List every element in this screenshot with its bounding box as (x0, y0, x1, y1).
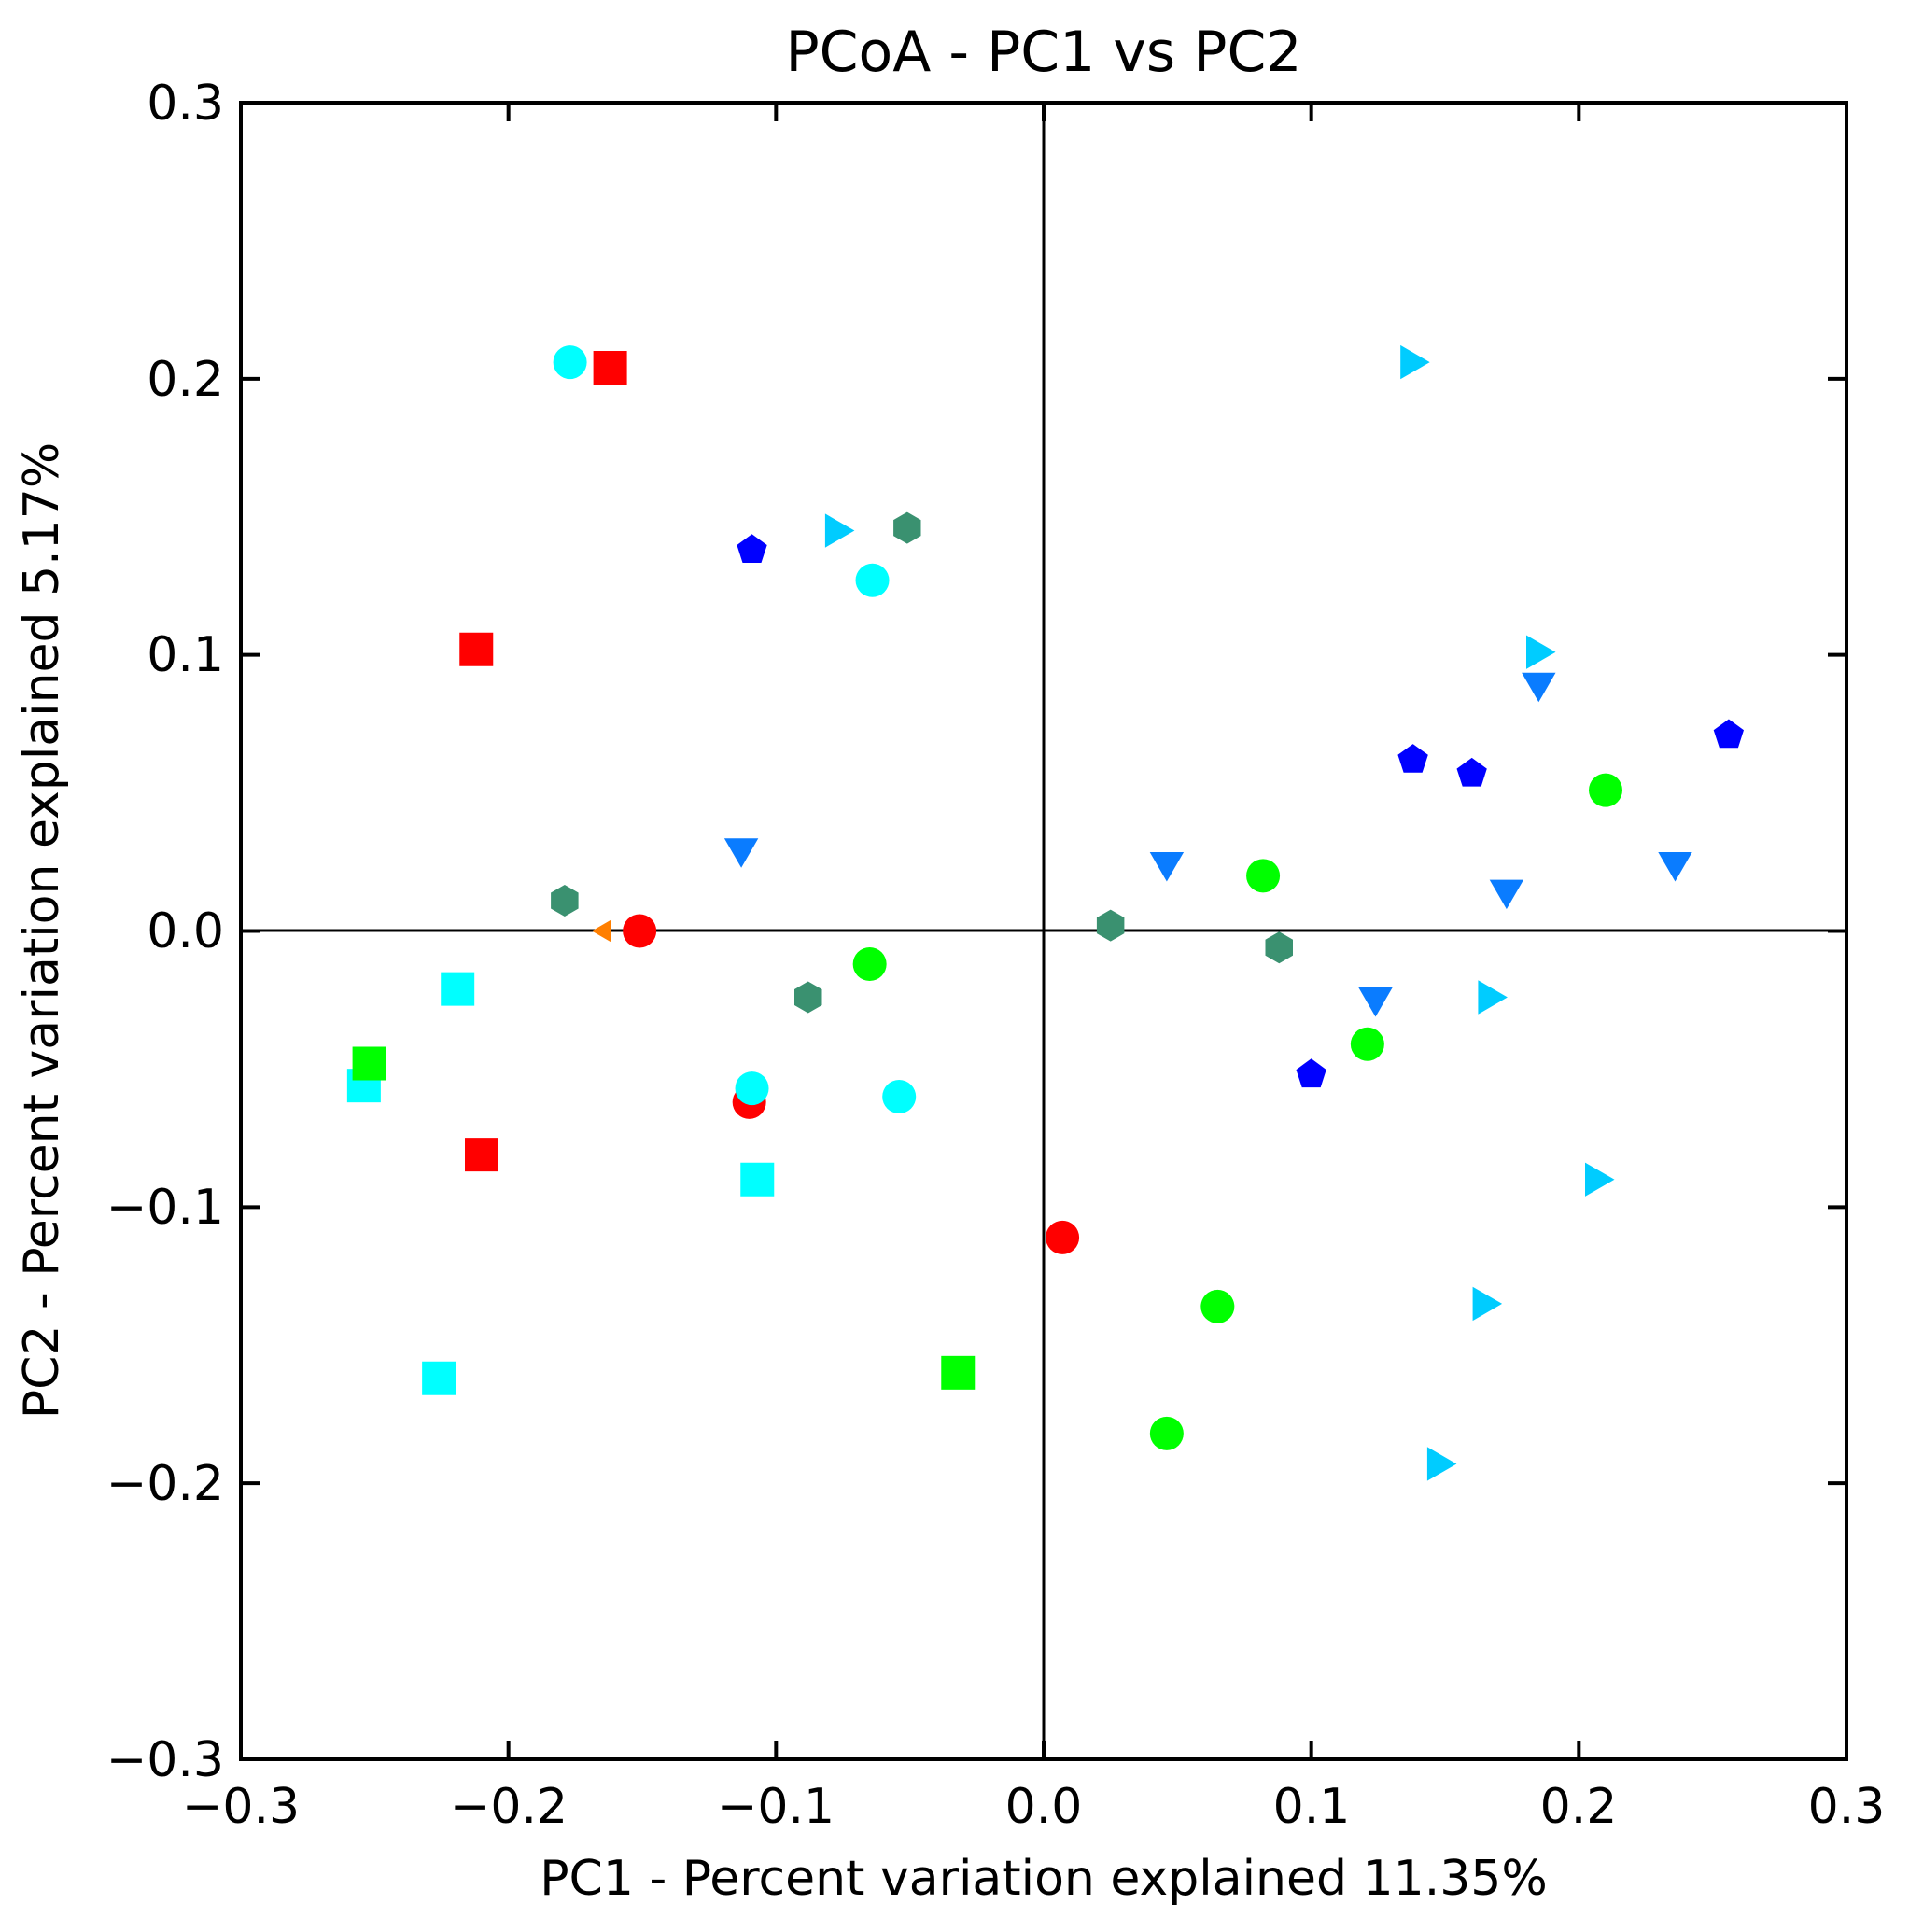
data-point-azure-triangle-down (1149, 852, 1185, 882)
y-tick-label: −0.2 (106, 1456, 224, 1512)
data-point-seagreen-hexagon (893, 511, 921, 544)
data-point-cyan-circle (882, 1080, 917, 1113)
data-point-seagreen-hexagon (1265, 931, 1293, 964)
data-point-skyblue-triangle-right (1400, 344, 1430, 380)
data-point-cyan-circle (855, 563, 890, 597)
x-tick-label: 0.3 (1808, 1779, 1886, 1835)
data-point-azure-triangle-down (723, 838, 759, 868)
data-point-blue-pentagon (1397, 744, 1428, 773)
data-point-cyan-square (441, 972, 475, 1006)
data-point-seagreen-hexagon (794, 981, 822, 1014)
data-points (346, 344, 1744, 1481)
x-axis-title: PC1 - Percent variation explained 11.35% (540, 1851, 1548, 1907)
data-point-cyan-square (740, 1162, 775, 1197)
y-tick-label: 0.1 (147, 627, 224, 683)
data-point-green-circle (852, 947, 887, 981)
data-point-red-circle (623, 914, 657, 948)
data-point-skyblue-triangle-right (1585, 1162, 1615, 1197)
x-tick-label: −0.3 (182, 1779, 300, 1835)
data-point-red-square (593, 351, 627, 385)
data-point-red-square (465, 1138, 498, 1172)
data-point-skyblue-triangle-right (1426, 1447, 1457, 1481)
data-point-skyblue-triangle-right (1478, 980, 1508, 1015)
data-point-skyblue-triangle-right (1526, 635, 1556, 669)
data-point-green-square (941, 1355, 976, 1390)
data-point-blue-pentagon (737, 534, 767, 563)
x-tick-label: −0.1 (717, 1779, 835, 1835)
data-point-blue-pentagon (1713, 719, 1744, 749)
x-tick-label: −0.2 (450, 1779, 568, 1835)
data-point-blue-pentagon (1456, 757, 1487, 787)
plot-frame (239, 101, 1848, 1761)
x-tick-label: 0.1 (1273, 1779, 1351, 1835)
data-point-red-circle (1046, 1220, 1080, 1254)
data-point-cyan-circle (735, 1071, 769, 1106)
y-axis-title: PC2 - Percent variation explained 5.17% (14, 442, 70, 1420)
data-point-azure-triangle-down (1489, 879, 1524, 910)
data-point-seagreen-hexagon (551, 885, 579, 917)
data-point-red-square (459, 632, 494, 666)
y-tick-label: 0.0 (147, 903, 224, 959)
data-point-green-square (352, 1046, 386, 1081)
data-point-seagreen-hexagon (1096, 909, 1125, 942)
data-point-azure-triangle-down (1358, 987, 1393, 1017)
data-point-azure-triangle-down (1658, 852, 1692, 882)
x-tick-label: 0.2 (1540, 1779, 1618, 1835)
data-point-green-circle (1589, 773, 1622, 807)
data-point-cyan-circle (553, 345, 587, 380)
data-point-green-circle (1246, 859, 1281, 893)
x-tick-label: 0.0 (1005, 1779, 1083, 1835)
data-point-skyblue-triangle-right (1472, 1286, 1503, 1322)
data-point-green-circle (1149, 1416, 1184, 1450)
y-tick-label: 0.2 (147, 352, 224, 408)
y-tick-label: −0.3 (106, 1732, 224, 1788)
chart-title: PCoA - PC1 vs PC2 (785, 20, 1301, 85)
data-point-blue-pentagon (1296, 1058, 1326, 1088)
y-tick-label: 0.3 (147, 76, 224, 132)
data-point-skyblue-triangle-right (824, 513, 855, 548)
y-tick-labels: 0.3 0.2 0.1 0.0 −0.1 −0.2 −0.3 (106, 76, 224, 1788)
y-tick-label: −0.1 (106, 1180, 224, 1236)
plot-area (241, 103, 1846, 1759)
data-point-green-circle (1200, 1289, 1235, 1323)
data-point-azure-triangle-down (1522, 672, 1556, 703)
data-point-cyan-square (422, 1361, 456, 1395)
data-point-green-circle (1350, 1027, 1384, 1061)
x-tick-labels: −0.3 −0.2 −0.1 0.0 0.1 0.2 0.3 (182, 1779, 1885, 1835)
data-point-orange-triangle-left (591, 919, 611, 943)
